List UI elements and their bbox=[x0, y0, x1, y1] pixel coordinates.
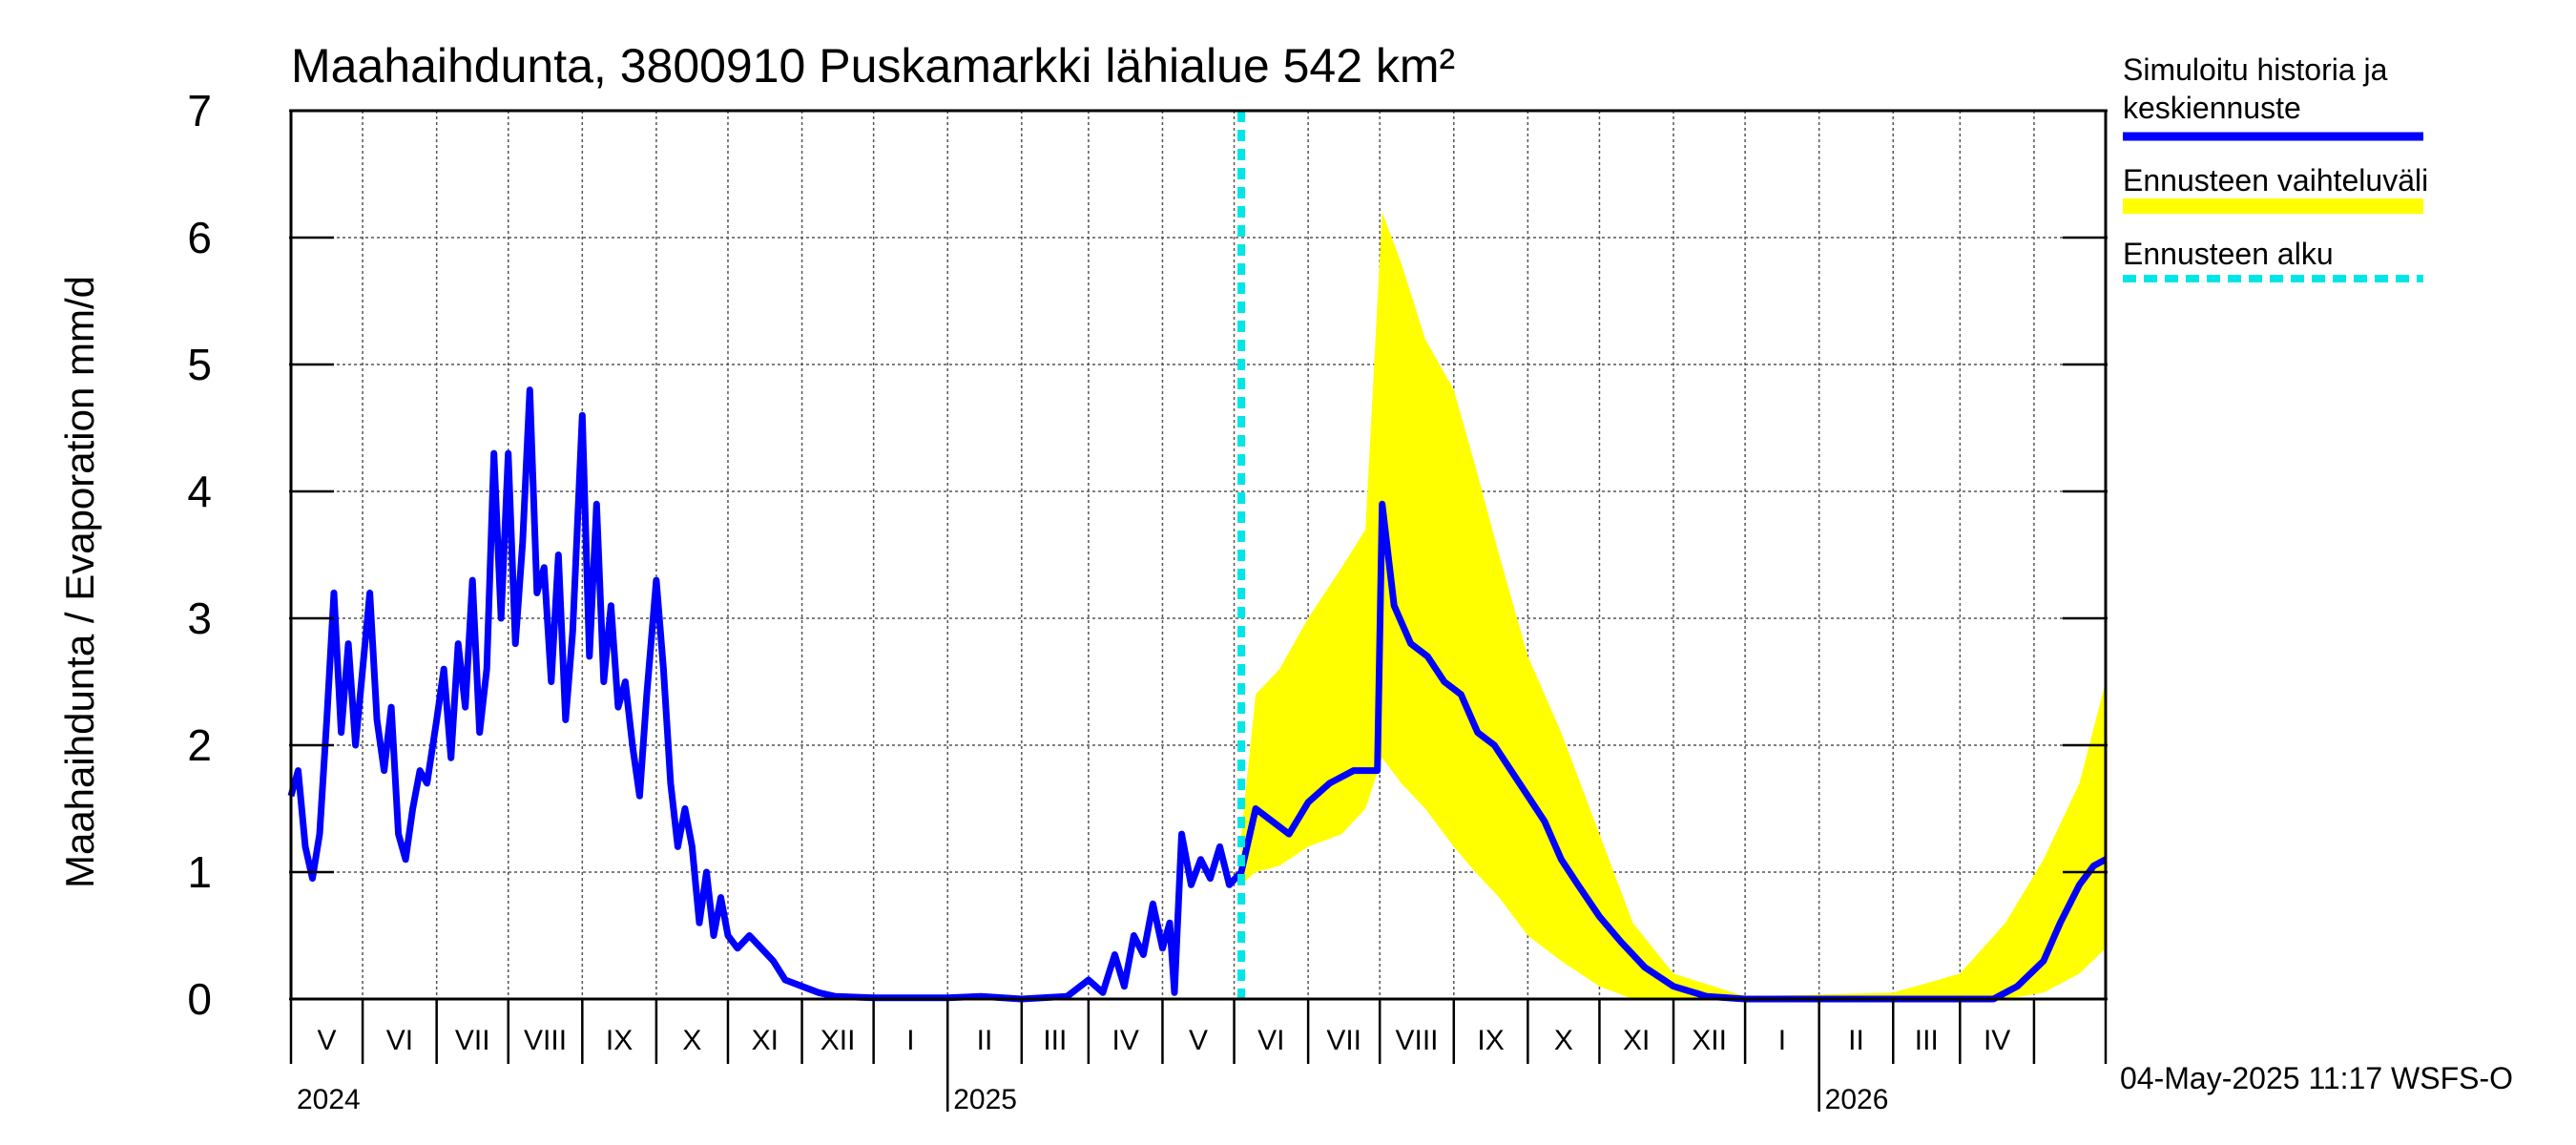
y-tick-label: 5 bbox=[187, 340, 212, 389]
plot-frame bbox=[289, 109, 2108, 1001]
month-label: XI bbox=[752, 1025, 779, 1056]
month-label: I bbox=[906, 1025, 914, 1056]
month-label: IV bbox=[1984, 1025, 2010, 1056]
year-label: 2025 bbox=[953, 1084, 1017, 1115]
legend-label: Ennusteen vaihteluväli bbox=[2123, 163, 2428, 198]
month-label: XII bbox=[1692, 1025, 1727, 1056]
forecast-range-area bbox=[1241, 212, 2106, 999]
chart-title: Maahaihdunta, 3800910 Puskamarkki lähial… bbox=[291, 39, 1455, 93]
legend-label: keskiennuste bbox=[2123, 91, 2301, 125]
timestamp-footer: 04-May-2025 11:17 WSFS-O bbox=[2120, 1061, 2513, 1095]
month-label: V bbox=[318, 1025, 337, 1056]
y-tick-label: 0 bbox=[187, 974, 212, 1024]
y-tick-label: 3 bbox=[187, 593, 212, 643]
series-lines bbox=[287, 111, 2108, 1003]
simulated-history-and-mean-forecast-line bbox=[287, 386, 2108, 1003]
month-label: XII bbox=[821, 1025, 856, 1056]
month-label: III bbox=[1915, 1025, 1939, 1056]
month-label: VI bbox=[1257, 1025, 1284, 1056]
month-label: II bbox=[1848, 1025, 1864, 1056]
year-label: 2024 bbox=[297, 1084, 361, 1115]
legend: Simuloitu historia ja keskiennuste Ennuste… bbox=[2123, 52, 2428, 282]
legend-label: Ennusteen alku bbox=[2123, 237, 2334, 271]
year-label: 2026 bbox=[1825, 1084, 1889, 1115]
month-label: X bbox=[682, 1025, 701, 1056]
legend-label: Simuloitu historia ja bbox=[2123, 52, 2388, 87]
y-axis-label: Maahaihdunta / Evaporation mm/d bbox=[57, 276, 102, 888]
y-tick-label: 7 bbox=[187, 86, 212, 135]
month-label: XI bbox=[1623, 1025, 1650, 1056]
month-label: II bbox=[977, 1025, 993, 1056]
month-label: X bbox=[1554, 1025, 1573, 1056]
month-label: VII bbox=[455, 1025, 490, 1056]
y-tick-label: 6 bbox=[187, 213, 212, 262]
axes bbox=[289, 109, 2108, 1112]
y-tick-label: 4 bbox=[187, 467, 212, 516]
month-label: III bbox=[1043, 1025, 1067, 1056]
month-label: VII bbox=[1326, 1025, 1361, 1056]
month-label: I bbox=[1778, 1025, 1786, 1056]
y-tick-label: 2 bbox=[187, 720, 212, 770]
forecast-range-band bbox=[1241, 212, 2106, 999]
month-label: VIII bbox=[1395, 1025, 1438, 1056]
y-tick-label: 1 bbox=[187, 847, 212, 897]
month-label: VIII bbox=[524, 1025, 567, 1056]
month-label: VI bbox=[386, 1025, 413, 1056]
month-label: IX bbox=[606, 1025, 633, 1056]
month-label: V bbox=[1189, 1025, 1208, 1056]
month-label: IX bbox=[1477, 1025, 1504, 1056]
month-label: IV bbox=[1111, 1025, 1138, 1056]
